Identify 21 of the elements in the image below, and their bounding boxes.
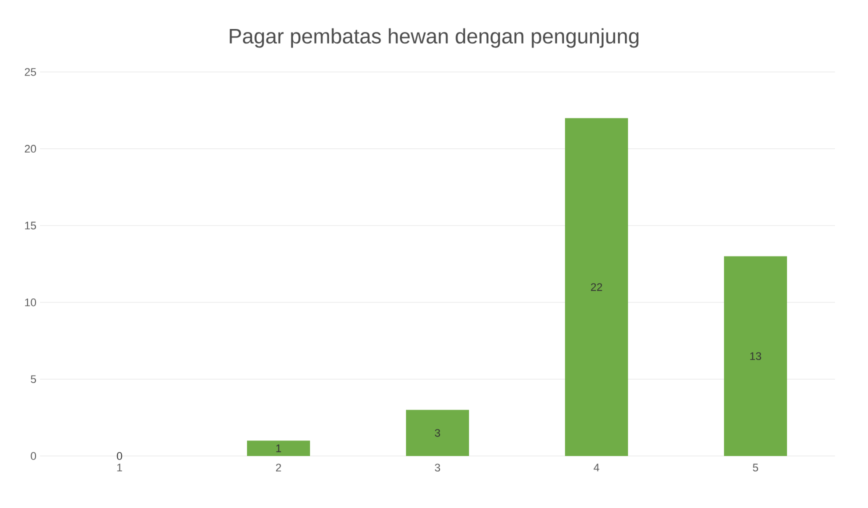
x-tick-label: 5: [752, 464, 758, 472]
data-label: 1: [276, 444, 282, 452]
x-tick-label: 4: [594, 464, 600, 472]
data-label: 3: [434, 429, 440, 437]
data-label: 0: [116, 452, 122, 460]
y-tick-label: 5: [30, 375, 36, 384]
chart-title: Pagar pembatas hewan dengan pengunjung: [230, 28, 638, 48]
data-label: 13: [750, 352, 762, 360]
data-label: 22: [590, 283, 602, 291]
y-tick-label: 15: [25, 222, 36, 230]
bar: [565, 118, 628, 456]
y-tick-label: 0: [30, 452, 36, 460]
y-tick-label: 25: [24, 68, 36, 76]
y-tick-label: 10: [25, 298, 36, 306]
y-tick-label: 20: [24, 144, 36, 153]
x-tick-label: 3: [434, 464, 440, 472]
x-tick-label: 2: [276, 464, 282, 472]
bar: [724, 256, 788, 456]
bar: [247, 440, 310, 456]
x-tick-label: 1: [117, 464, 122, 472]
bar: [406, 410, 470, 456]
